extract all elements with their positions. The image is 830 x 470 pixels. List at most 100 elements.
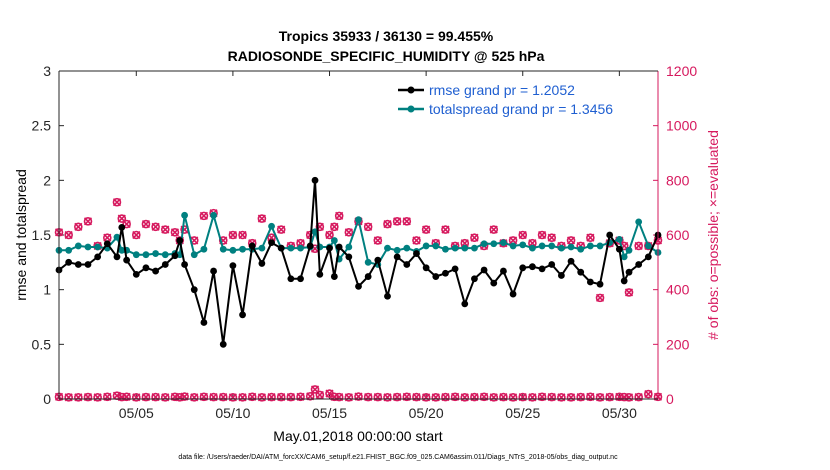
rmse-point <box>538 265 546 273</box>
possible-obs-point-circle <box>586 233 595 243</box>
totalspread-point <box>364 258 372 266</box>
rmse-point <box>258 260 266 267</box>
rmse-point <box>65 258 73 266</box>
legend-spread-label: totalspread grand pr = 1.3456 <box>429 101 613 117</box>
totalspread-point <box>210 211 217 219</box>
totalspread-point <box>355 216 362 224</box>
rmse-point <box>239 311 246 319</box>
possible-obs-point-circle <box>392 217 402 226</box>
rmse-point <box>509 290 517 298</box>
evaluated-obs-point-circle <box>334 392 344 402</box>
totalspread-point <box>297 244 304 252</box>
possible-obs-point-cross <box>161 225 170 234</box>
possible-obs-point-cross <box>402 217 411 226</box>
rmse-point <box>330 273 338 280</box>
evaluated-obs-point-cross <box>509 393 518 402</box>
totalspread-point <box>142 251 150 259</box>
possible-obs-point-circle <box>383 219 392 229</box>
rmse-point <box>345 253 353 261</box>
possible-obs-point-cross <box>335 211 344 220</box>
possible-obs-point-cross <box>325 230 334 240</box>
data-file-footer: data file: /Users/raeder/DAI/ATM_forcXX/… <box>178 454 618 461</box>
possible-obs-point-circle <box>228 230 238 240</box>
evaluated-obs-point-circle <box>431 393 441 402</box>
rmse-point <box>625 268 633 276</box>
totalspread-point <box>596 242 604 250</box>
possible-obs-point-circle <box>117 214 127 223</box>
evaluated-obs-point-circle <box>450 392 460 402</box>
evaluated-obs-point-cross <box>315 390 324 399</box>
totalspread-point <box>118 246 126 254</box>
rmse-point <box>422 264 430 272</box>
evaluated-obs-point-circle <box>489 393 499 402</box>
evaluated-obs-point-circle <box>199 392 209 402</box>
totalspread-point <box>538 242 546 250</box>
y-tick-label: 1.5 <box>32 227 52 243</box>
rmse-point <box>200 319 208 326</box>
possible-obs-point-circle <box>74 222 83 232</box>
evaluated-obs-point-cross <box>460 393 469 402</box>
evaluated-obs-point-circle <box>634 392 643 402</box>
x-tick-label: 05/25 <box>505 405 540 421</box>
rmse-point <box>316 270 324 278</box>
rmse-point <box>635 261 643 268</box>
totalspread-point <box>200 245 208 253</box>
legend-rmse-marker <box>407 86 415 94</box>
possible-obs-point-cross <box>296 239 305 248</box>
evaluated-obs-point-circle <box>421 393 431 402</box>
rmse-point <box>384 292 391 300</box>
rmse-point <box>84 261 92 268</box>
evaluated-obs-point-circle <box>566 393 576 402</box>
possible-obs-point-cross <box>330 222 339 231</box>
evaluated-obs-point-circle <box>247 392 257 402</box>
evaluated-obs-point-cross <box>431 393 440 402</box>
evaluated-obs-point-circle <box>605 392 614 402</box>
possible-obs-point-circle <box>141 219 151 229</box>
legend: rmse grand pr = 1.2052 totalspread grand… <box>398 82 613 117</box>
rmse-point <box>219 340 227 348</box>
evaluated-obs-point-circle <box>547 392 557 402</box>
evaluated-obs-point-circle <box>257 393 267 402</box>
rmse-point <box>123 256 131 264</box>
possible-obs-point-cross <box>489 225 498 234</box>
evaluated-obs-point-cross <box>557 393 566 402</box>
rmse-point <box>190 286 198 294</box>
rmse-point <box>210 267 217 275</box>
evaluated-obs-point-circle <box>151 392 160 402</box>
rmse-point <box>103 240 111 248</box>
totalspread-point <box>432 242 440 250</box>
possible-obs-point-cross <box>393 217 402 226</box>
totalspread-point <box>480 240 488 248</box>
rmse-series <box>55 176 662 348</box>
x-tick-label: 05/10 <box>215 405 250 421</box>
possible-obs-point-cross <box>509 236 518 245</box>
evaluated-obs-point-cross <box>64 393 73 402</box>
y-tick-label: 3 <box>43 63 51 79</box>
evaluated-obs-point-cross <box>566 393 576 402</box>
rmse-point <box>118 223 126 231</box>
possible-obs-point-cross <box>74 222 83 231</box>
rmse-point <box>171 252 179 260</box>
totalspread-point <box>625 246 633 254</box>
possible-obs-point-circle <box>595 293 605 303</box>
possible-obs-point-circle <box>634 241 643 251</box>
rmse-point <box>461 300 469 308</box>
possible-obs-point-circle <box>160 225 170 234</box>
possible-obs-point-cross <box>441 225 450 234</box>
totalspread-point <box>84 243 92 251</box>
chart-title: Tropics 35933 / 36130 = 99.455% <box>279 28 494 44</box>
possible-obs-point-cross <box>518 230 527 240</box>
evaluated-obs-point-circle <box>373 392 383 402</box>
totalspread-point <box>74 242 82 250</box>
possible-obs-point-circle <box>537 230 547 240</box>
totalspread-point <box>557 244 565 252</box>
evaluated-obs-point-cross <box>383 393 392 402</box>
totalspread-point <box>471 244 478 252</box>
rmse-point <box>268 239 275 247</box>
evaluated-obs-point-cross <box>132 393 141 402</box>
rmse-point <box>142 264 150 272</box>
rmse-point <box>306 242 314 250</box>
possible-obs-point-cross <box>460 239 469 248</box>
rmse-point <box>644 253 652 261</box>
evaluated-obs-point-circle <box>508 393 518 402</box>
